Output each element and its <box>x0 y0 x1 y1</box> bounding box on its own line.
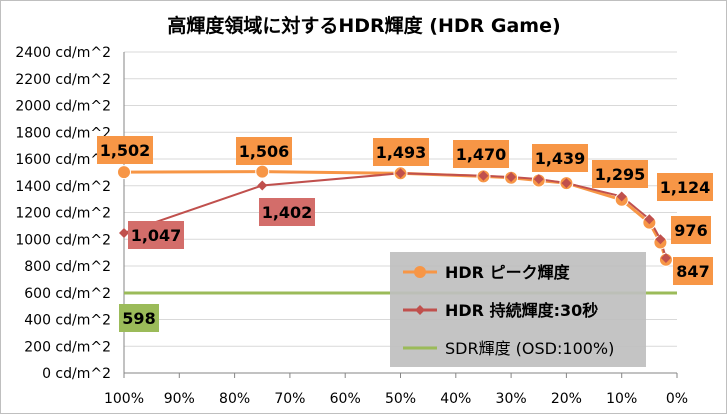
sustained-point <box>655 234 666 245</box>
x-tick-label: 100% <box>104 391 144 407</box>
y-tick-label: 2200 cd/m^2 <box>15 72 111 88</box>
series-line-peak <box>123 170 668 261</box>
x-tick-label: 40% <box>440 391 471 407</box>
peak-data-label-text: 1,295 <box>595 165 646 184</box>
legend-sustained: HDR 持続輝度:30秒 <box>403 301 598 320</box>
y-tick-label: 1800 cd/m^2 <box>15 125 111 141</box>
sustained-point <box>644 214 655 225</box>
sustained-point <box>616 191 627 202</box>
legend-peak: HDR ピーク輝度 <box>403 263 571 282</box>
peak-data-label-text: 1,493 <box>376 143 427 162</box>
y-tick-label: 2000 cd/m^2 <box>15 99 111 115</box>
peak-data-label-box <box>453 140 509 168</box>
sdr-data-label: 598 <box>119 304 159 332</box>
x-tick-label: 20% <box>551 391 582 407</box>
peak-data-label: 1,439 <box>532 144 588 172</box>
y-tick-label: 1400 cd/m^2 <box>15 179 111 195</box>
peak-data-label-text: 1,439 <box>535 149 586 168</box>
sustained-data-label: 1,047 <box>128 221 184 249</box>
x-tick-label: 30% <box>496 391 527 407</box>
axis-layer: 0 cd/m^2 200 cd/m^2 400 cd/m^2 600 cd/m^2 80… <box>15 45 688 407</box>
x-tick-label: 50% <box>385 391 416 407</box>
y-tick-label: 200 cd/m^2 <box>24 339 111 355</box>
legend-sdr: SDR輝度 (OSD:100%) <box>403 339 614 358</box>
sustained-point <box>533 174 544 185</box>
data-label-layer: 1,502 1,506 1,493 1,470 1,439 1,295 1,124 976 84… <box>97 136 713 332</box>
sustained-point <box>506 172 517 183</box>
legend-sustained-label: HDR 持続輝度:30秒 <box>445 301 598 320</box>
peak-data-label-box <box>373 138 429 166</box>
sdr-data-label-text: 598 <box>122 309 155 328</box>
legend-sustained-marker <box>415 305 425 315</box>
legend-peak-marker <box>414 266 426 278</box>
peak-data-label: 1,295 <box>592 160 648 188</box>
y-tick-label: 400 cd/m^2 <box>24 313 111 329</box>
y-tick-label: 1000 cd/m^2 <box>15 232 111 248</box>
y-tick-label: 2400 cd/m^2 <box>15 45 111 61</box>
sustained-data-label-box <box>128 221 184 249</box>
sustained-point <box>660 252 671 263</box>
peak-point <box>255 164 270 179</box>
x-tick-label: 70% <box>274 391 305 407</box>
sustained-data-label: 1,402 <box>259 198 315 226</box>
peak-point <box>117 165 131 180</box>
peak-data-label-text: 1,506 <box>239 142 290 161</box>
x-tick-label: 0% <box>666 391 688 407</box>
sustained-data-label-text: 1,047 <box>131 226 182 245</box>
x-tick-label: 10% <box>606 391 637 407</box>
y-tick-label: 800 cd/m^2 <box>24 259 111 275</box>
peak-data-label: 1,124 <box>657 173 713 201</box>
peak-data-label-box <box>671 216 711 244</box>
sdr-data-label-box <box>119 304 159 332</box>
peak-data-label-box <box>236 137 292 165</box>
chart-title: 高輝度領域に対するHDR輝度 (HDR Game) <box>167 14 560 37</box>
peak-data-label-box <box>657 173 713 201</box>
peak-data-label: 1,502 <box>97 136 153 164</box>
peak-data-label-text: 1,502 <box>100 141 151 160</box>
x-tick-label: 90% <box>164 391 195 407</box>
peak-data-label-box <box>97 136 153 164</box>
y-tick-label: 1200 cd/m^2 <box>15 206 111 222</box>
peak-data-label: 847 <box>673 257 713 285</box>
x-tick-label: 60% <box>330 391 361 407</box>
sustained-point <box>478 170 489 181</box>
sustained-point <box>395 168 406 179</box>
sustained-data-label-text: 1,402 <box>262 203 313 222</box>
y-tick-label: 0 cd/m^2 <box>42 366 111 382</box>
sustained-point <box>257 180 268 191</box>
peak-data-label-text: 1,470 <box>456 145 507 164</box>
sustained-point <box>561 178 572 189</box>
y-tick-label: 600 cd/m^2 <box>24 286 111 302</box>
peak-data-label-text: 1,124 <box>660 178 711 197</box>
peak-data-label: 1,470 <box>453 140 509 168</box>
peak-data-label-box <box>592 160 648 188</box>
legend-sdr-label: SDR輝度 (OSD:100%) <box>445 339 614 358</box>
legend: HDR ピーク輝度 HDR 持続輝度:30秒 SDR輝度 (OSD:100%) <box>390 252 646 367</box>
sustained-data-label-box <box>259 198 315 226</box>
peak-data-label: 1,506 <box>236 137 292 165</box>
peak-data-label: 1,493 <box>373 138 429 166</box>
peak-data-label-box <box>532 144 588 172</box>
peak-data-label-text: 976 <box>674 221 707 240</box>
peak-data-label-box <box>673 257 713 285</box>
x-tick-label: 80% <box>219 391 250 407</box>
peak-data-label: 976 <box>671 216 711 244</box>
peak-data-label-text: 847 <box>676 262 709 281</box>
sustained-point <box>119 227 129 238</box>
legend-peak-label: HDR ピーク輝度 <box>445 263 571 282</box>
y-tick-label: 1600 cd/m^2 <box>15 152 111 168</box>
